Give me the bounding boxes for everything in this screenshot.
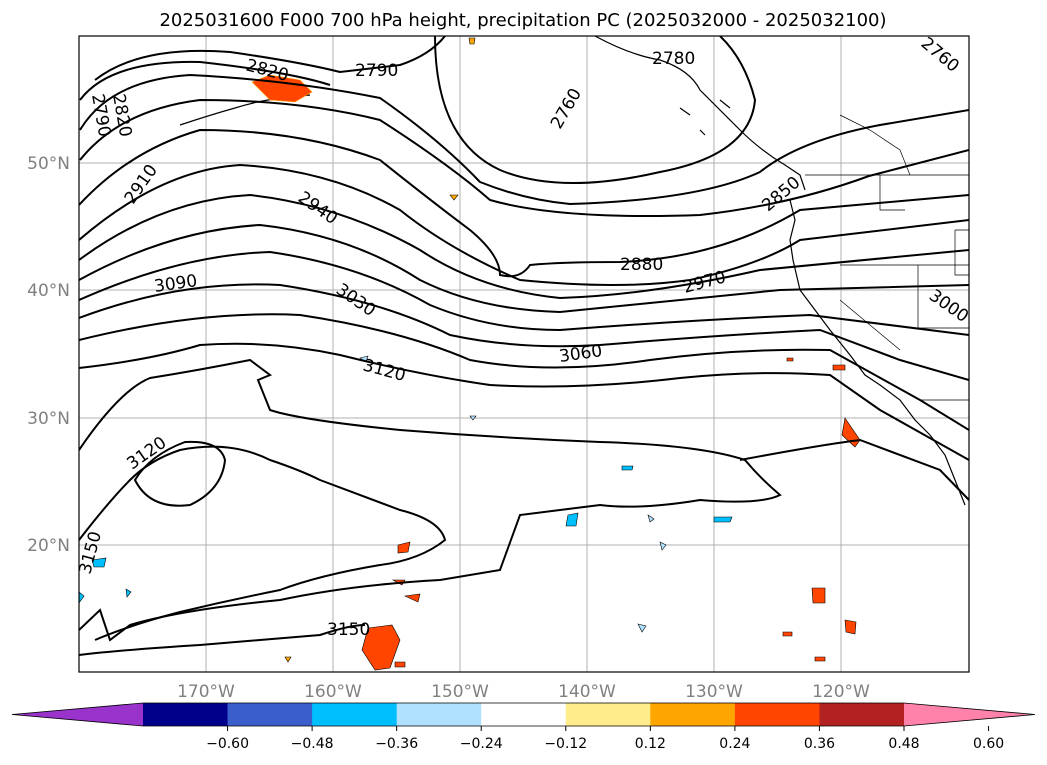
lat-gridlines — [79, 162, 969, 546]
longitude-labels: 170°W 160°W 150°W 140°W 130°W 120°W — [177, 682, 870, 702]
lon-label: 130°W — [685, 682, 743, 702]
colorbar-tick-label: −0.60 — [206, 736, 249, 752]
colorbar-segment — [312, 703, 398, 726]
colorbar-segment — [819, 703, 905, 726]
map-panel: 2820 2790 2760 2780 2760 2820 2790 2910 … — [76, 34, 972, 673]
lon-label: 150°W — [431, 682, 489, 702]
contour-label: 2790 — [355, 61, 398, 81]
map-title: 2025031600 F000 700 hPa height, precipit… — [159, 10, 886, 31]
colorbar-tick-label: −0.12 — [544, 736, 587, 752]
lat-label: 50°N — [27, 154, 70, 174]
colorbar-tick-label: 0.48 — [888, 736, 919, 752]
height-contours — [79, 36, 969, 656]
lat-label: 20°N — [27, 536, 70, 556]
contour-label: 2880 — [620, 255, 663, 275]
colorbar-tick-label: −0.48 — [291, 736, 334, 752]
lon-label: 160°W — [304, 682, 362, 702]
latitude-labels: 50°N 40°N 30°N 20°N — [27, 154, 70, 556]
lat-label: 30°N — [27, 409, 70, 429]
contour-label: 2780 — [652, 49, 695, 69]
contour-label: 3150 — [327, 620, 370, 640]
borders — [805, 114, 969, 401]
lon-label: 120°W — [812, 682, 870, 702]
lon-label: 140°W — [558, 682, 616, 702]
colorbar-tick-label: −0.24 — [460, 736, 503, 752]
colorbar-segment — [481, 703, 567, 726]
colorbar-segment — [650, 703, 736, 726]
colorbar-tick-label: 0.60 — [973, 736, 1004, 752]
colorbar-outline — [11, 702, 1036, 727]
lat-label: 40°N — [27, 281, 70, 301]
map-frame — [78, 35, 970, 673]
colorbar-ticks: −0.60 −0.48 −0.36 −0.24 −0.12 0.12 0.24 0.36 0.4… — [206, 726, 1004, 752]
colorbar-extend-low — [12, 703, 143, 726]
colorbar-tick-label: 0.36 — [804, 736, 835, 752]
colorbar-segment — [396, 703, 482, 726]
colorbar-segment — [227, 703, 313, 726]
colorbar-tick-label: 0.24 — [719, 736, 750, 752]
colorbar-segment — [734, 703, 820, 726]
colorbar — [11, 702, 1036, 727]
lon-label: 170°W — [177, 682, 235, 702]
colorbar-segment — [143, 703, 229, 726]
colorbar-extend-high — [904, 703, 1035, 726]
colorbar-tick-label: −0.36 — [375, 736, 418, 752]
colorbar-tick-label: 0.12 — [635, 736, 666, 752]
colorbar-segment — [565, 703, 651, 726]
